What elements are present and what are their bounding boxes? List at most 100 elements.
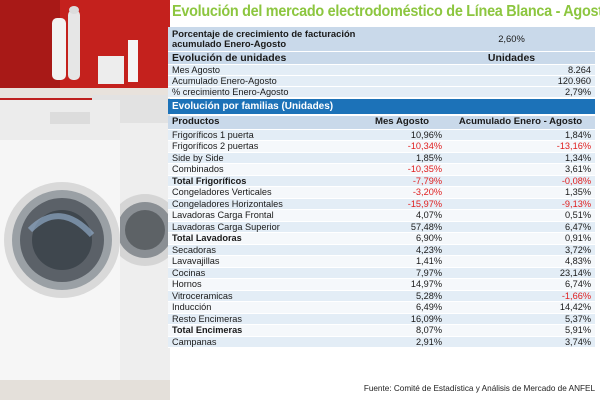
family-product: Vitroceramicas xyxy=(168,290,358,302)
family-month-value: 14,97% xyxy=(358,278,446,291)
family-month-value: 2,91% xyxy=(358,336,446,348)
family-month-value: 10,96% xyxy=(358,129,446,141)
family-row: Frigoríficos 1 puerta 10,96% 1,84% xyxy=(168,129,595,141)
family-row: Cocinas 7,97% 23,14% xyxy=(168,267,595,279)
family-product: Side by Side xyxy=(168,152,358,164)
family-product: Congeladores Verticales xyxy=(168,186,358,199)
family-month-value: -3,20% xyxy=(358,186,446,199)
family-row: Lavavajillas 1,41% 4,83% xyxy=(168,255,595,268)
billing-label: Porcentaje de crecimiento de facturación… xyxy=(168,27,428,52)
family-cumulative-value: 3,61% xyxy=(446,163,595,176)
family-product: Secadoras xyxy=(168,244,358,256)
units-row-value: 2,79% xyxy=(428,86,595,98)
billing-label-line2: acumulado Enero-Agosto xyxy=(172,37,287,49)
family-product: Frigoríficos 2 puertas xyxy=(168,140,358,153)
family-cumulative-value: 1,35% xyxy=(446,186,595,199)
family-product: Total Lavadoras xyxy=(168,232,358,245)
washing-machines-photo xyxy=(0,0,170,400)
units-header-row: Evolución de unidades Unidades xyxy=(168,51,595,65)
family-cumulative-value: 1,34% xyxy=(446,152,595,164)
source-note: Fuente: Comité de Estadística y Análisis… xyxy=(363,384,595,393)
family-product: Inducción xyxy=(168,301,358,314)
units-row: Acumulado Enero-Agosto 120.960 xyxy=(168,75,595,87)
family-cumulative-value: 5,91% xyxy=(446,324,595,337)
family-month-value: 4,23% xyxy=(358,244,446,256)
family-month-value: 8,07% xyxy=(358,324,446,337)
family-row: Vitroceramicas 5,28% -1,66% xyxy=(168,290,595,302)
family-product: Campanas xyxy=(168,336,358,348)
family-total-row: Total Encimeras 8,07% 5,91% xyxy=(168,324,595,337)
families-table: Productos Mes Agosto Acumulado Enero - A… xyxy=(168,116,595,348)
units-row-label: Acumulado Enero-Agosto xyxy=(168,75,428,87)
family-product: Congeladores Horizontales xyxy=(168,198,358,210)
billing-label-line1: Porcentaje de crecimiento de facturación xyxy=(172,27,356,39)
family-product: Total Encimeras xyxy=(168,324,358,337)
billing-value: 2,60% xyxy=(428,27,595,52)
family-cumulative-value: 6,74% xyxy=(446,278,595,291)
family-cumulative-value: -0,08% xyxy=(446,175,595,187)
units-row: % crecimiento Enero-Agosto 2,79% xyxy=(168,86,595,98)
header-cumulative: Acumulado Enero - Agosto xyxy=(446,116,595,130)
family-product: Total Frigoríficos xyxy=(168,175,358,187)
family-product: Lavadoras Carga Superior xyxy=(168,221,358,233)
family-row: Lavadoras Carga Frontal 4,07% 0,51% xyxy=(168,209,595,222)
family-month-value: 6,49% xyxy=(358,301,446,314)
units-row-label: Mes Agosto xyxy=(168,64,428,76)
family-cumulative-value: 0,51% xyxy=(446,209,595,222)
units-row-label: % crecimiento Enero-Agosto xyxy=(168,86,428,98)
family-total-row: Total Lavadoras 6,90% 0,91% xyxy=(168,232,595,245)
families-header-row: Productos Mes Agosto Acumulado Enero - A… xyxy=(168,116,595,130)
family-month-value: -15,97% xyxy=(358,198,446,210)
family-cumulative-value: -13,16% xyxy=(446,140,595,153)
units-column-header: Unidades xyxy=(428,51,595,65)
family-cumulative-value: -1,66% xyxy=(446,290,595,302)
family-cumulative-value: 3,72% xyxy=(446,244,595,256)
family-row: Campanas 2,91% 3,74% xyxy=(168,336,595,348)
family-row: Frigoríficos 2 puertas -10,34% -13,16% xyxy=(168,140,595,153)
families-section-title: Evolución por familias (Unidades) xyxy=(168,99,595,114)
family-month-value: -7,79% xyxy=(358,175,446,187)
family-month-value: 4,07% xyxy=(358,209,446,222)
header-products: Productos xyxy=(168,116,358,130)
family-cumulative-value: 23,14% xyxy=(446,267,595,279)
family-cumulative-value: 14,42% xyxy=(446,301,595,314)
family-product: Lavadoras Carga Frontal xyxy=(168,209,358,222)
family-row: Congeladores Verticales -3,20% 1,35% xyxy=(168,186,595,199)
family-row: Congeladores Horizontales -15,97% -9,13% xyxy=(168,198,595,210)
family-cumulative-value: 1,84% xyxy=(446,129,595,141)
family-cumulative-value: 6,47% xyxy=(446,221,595,233)
family-row: Combinados -10,35% 3,61% xyxy=(168,163,595,176)
family-month-value: 1,85% xyxy=(358,152,446,164)
units-row-value: 8.264 xyxy=(428,64,595,76)
family-row: Side by Side 1,85% 1,34% xyxy=(168,152,595,164)
family-total-row: Total Frigoríficos -7,79% -0,08% xyxy=(168,175,595,187)
family-product: Cocinas xyxy=(168,267,358,279)
family-cumulative-value: 0,91% xyxy=(446,232,595,245)
billing-row: Porcentaje de crecimiento de facturación… xyxy=(168,27,595,52)
units-header: Evolución de unidades xyxy=(168,51,428,65)
family-product: Combinados xyxy=(168,163,358,176)
family-product: Lavavajillas xyxy=(168,255,358,268)
summary-table: Porcentaje de crecimiento de facturación… xyxy=(168,27,595,98)
family-row: Lavadoras Carga Superior 57,48% 6,47% xyxy=(168,221,595,233)
header-month: Mes Agosto xyxy=(358,116,446,130)
family-month-value: 57,48% xyxy=(358,221,446,233)
family-month-value: -10,35% xyxy=(358,163,446,176)
family-cumulative-value: 5,37% xyxy=(446,313,595,325)
family-month-value: 6,90% xyxy=(358,232,446,245)
family-product: Hornos xyxy=(168,278,358,291)
family-product: Frigoríficos 1 puerta xyxy=(168,129,358,141)
family-row: Resto Encimeras 16,09% 5,37% xyxy=(168,313,595,325)
family-row: Hornos 14,97% 6,74% xyxy=(168,278,595,291)
family-cumulative-value: -9,13% xyxy=(446,198,595,210)
family-product: Resto Encimeras xyxy=(168,313,358,325)
units-row: Mes Agosto 8.264 xyxy=(168,64,595,76)
family-month-value: -10,34% xyxy=(358,140,446,153)
family-cumulative-value: 4,83% xyxy=(446,255,595,268)
family-row: Inducción 6,49% 14,42% xyxy=(168,301,595,314)
family-cumulative-value: 3,74% xyxy=(446,336,595,348)
page-title: Evolución del mercado electrodoméstico d… xyxy=(172,3,600,20)
units-row-value: 120.960 xyxy=(428,75,595,87)
family-month-value: 1,41% xyxy=(358,255,446,268)
family-month-value: 5,28% xyxy=(358,290,446,302)
